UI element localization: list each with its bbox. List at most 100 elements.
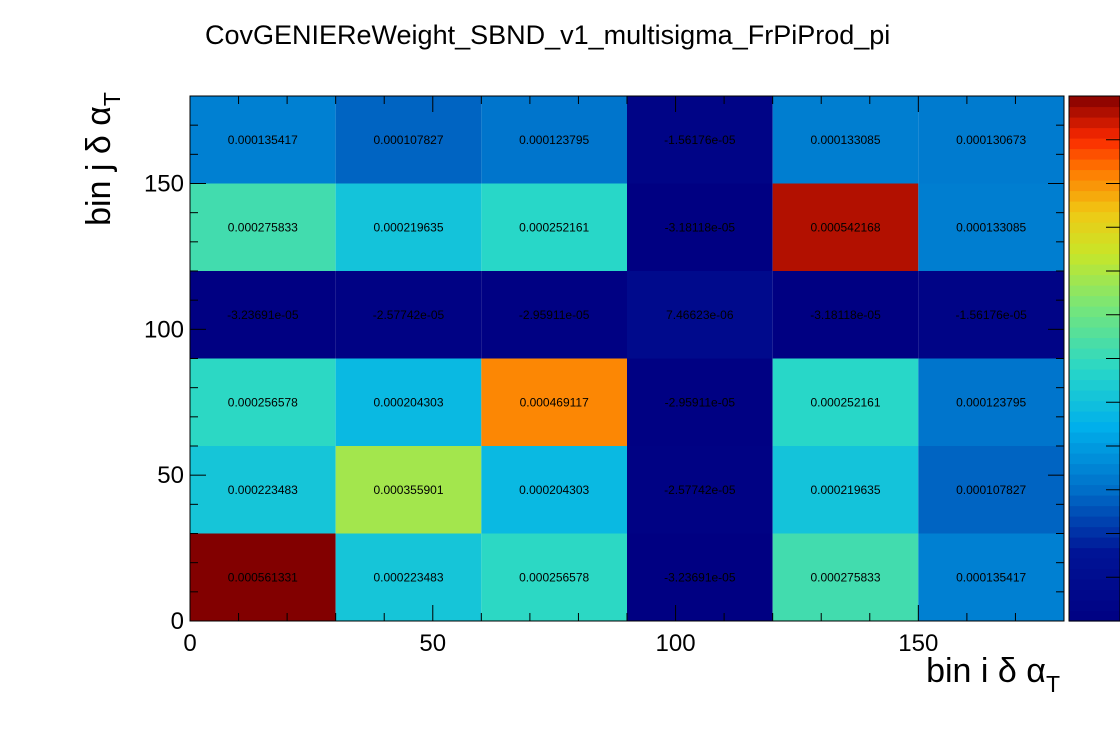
- heatmap-cell: [481, 533, 627, 621]
- heatmap-cell: [918, 183, 1064, 271]
- colorbar-step: [1069, 264, 1120, 276]
- colorbar-step: [1069, 390, 1120, 402]
- x-tick-label: 150: [898, 630, 938, 657]
- colorbar-step: [1069, 274, 1120, 286]
- cell-value-label: -3.18118e-05: [810, 308, 881, 322]
- cell-value-label: 0.000135417: [228, 133, 298, 147]
- colorbar-step: [1069, 600, 1120, 612]
- color-scale-bar: [1068, 95, 1120, 622]
- heatmap-cell: [335, 183, 482, 271]
- cell-value-label: 0.000561331: [228, 570, 298, 584]
- colorbar-step: [1069, 411, 1120, 423]
- cell-value-label: -2.95911e-05: [519, 308, 590, 322]
- heatmap-cell: [190, 358, 336, 446]
- cell-value-label: -2.95911e-05: [665, 395, 736, 409]
- colorbar-step: [1069, 474, 1120, 486]
- cell-value-label: 0.000204303: [373, 395, 443, 409]
- x-axis-title: bin i δ αT: [926, 652, 1060, 697]
- cell-value-label: 0.000107827: [956, 483, 1026, 497]
- y-tick-label: 50: [157, 462, 184, 489]
- colorbar-step: [1069, 117, 1120, 129]
- heatmap-cell: [627, 271, 773, 359]
- heatmap-cell: [772, 271, 919, 359]
- cell-value-label: 0.000223483: [228, 483, 298, 497]
- cell-value-label: -3.23691e-05: [664, 570, 736, 584]
- colorbar-step: [1069, 295, 1120, 307]
- colorbar-step: [1069, 222, 1120, 234]
- heatmap-cell: [335, 533, 482, 621]
- cell-value-label: 7.46623e-06: [666, 308, 734, 322]
- colorbar-step: [1069, 337, 1120, 349]
- colorbar-step: [1069, 442, 1120, 454]
- colorbar-frame: [1068, 95, 1120, 622]
- y-tick-label: 150: [144, 171, 184, 198]
- colorbar-step: [1069, 547, 1120, 559]
- colorbar-step: [1069, 180, 1120, 192]
- heatmap-cell: [481, 271, 627, 359]
- colorbar-step: [1069, 369, 1120, 381]
- heatmap-cell: [627, 446, 773, 534]
- colorbar-step: [1069, 159, 1120, 171]
- colorbar-step: [1069, 148, 1120, 160]
- cell-value-label: 0.000135417: [956, 570, 1026, 584]
- heatmap-cell: [335, 271, 482, 359]
- heatmap-cell: [335, 96, 482, 184]
- cell-value-label: 0.000219635: [373, 220, 443, 234]
- chart-title-text: CovGENIEReWeight_SBND_v1_multisigma_FrPi…: [205, 20, 891, 50]
- heatmap-cells: [190, 96, 1064, 621]
- y-tick-label: 100: [144, 316, 184, 343]
- colorbar-step: [1069, 421, 1120, 433]
- heatmap-cell: [772, 96, 919, 184]
- cell-value-label: 0.000123795: [519, 133, 589, 147]
- heatmap-cell: [918, 533, 1064, 621]
- cell-value-label: 0.000256578: [519, 570, 589, 584]
- heatmap-cell: [772, 358, 919, 446]
- colorbar-step: [1069, 138, 1120, 150]
- colorbar-step: [1069, 568, 1120, 580]
- y-axis-title-sub: T: [99, 92, 125, 106]
- cell-value-label: 0.000133085: [810, 133, 880, 147]
- cell-value-label: 0.000252161: [810, 395, 880, 409]
- x-axis-ticks: 0 50 100 150: [183, 96, 1065, 657]
- colorbar-step: [1069, 526, 1120, 538]
- colorbar-step: [1069, 243, 1120, 255]
- cell-value-label: -2.57742e-05: [664, 483, 736, 497]
- colorbar-step: [1069, 106, 1120, 118]
- colorbar-step: [1069, 211, 1120, 223]
- cell-value-label: 0.000275833: [228, 220, 298, 234]
- heatmap-cell: [190, 446, 336, 534]
- heatmap-cell: [190, 183, 336, 271]
- cell-value-label: 0.000223483: [373, 570, 443, 584]
- colorbar-step: [1069, 463, 1120, 475]
- cell-value-label: 0.000219635: [810, 483, 880, 497]
- colorbar-step: [1069, 516, 1120, 528]
- heatmap-cell: [190, 271, 336, 359]
- heatmap-cell: [918, 358, 1064, 446]
- x-axis-title-sub: T: [1046, 671, 1060, 697]
- colorbar-step: [1069, 558, 1120, 570]
- colorbar-step: [1069, 316, 1120, 328]
- colorbar-step: [1069, 285, 1120, 297]
- heatmap-cell: [190, 533, 336, 621]
- heatmap-cell: [627, 183, 773, 271]
- heatmap-cell: [335, 358, 482, 446]
- cell-value-labels: 0.000561331 0.000223483 0.000256578 -3.2369…: [227, 133, 1027, 585]
- colorbar-step: [1069, 453, 1120, 465]
- heatmap-cell: [481, 96, 627, 184]
- colorbar-step: [1069, 169, 1120, 181]
- colorbar-step: [1069, 400, 1120, 412]
- x-axis-title-main: bin i δ α: [926, 652, 1046, 690]
- cell-value-label: 0.000355901: [373, 483, 443, 497]
- colorbar-step: [1069, 610, 1120, 622]
- heatmap-cell: [772, 183, 919, 271]
- heatmap-cell: [190, 96, 336, 184]
- colorbar-step: [1069, 232, 1120, 244]
- heatmap-cell: [335, 446, 482, 534]
- cell-value-label: -3.23691e-05: [227, 308, 299, 322]
- colorbar-step: [1069, 96, 1120, 108]
- colorbar-step: [1069, 348, 1120, 360]
- heatmap-cell: [627, 96, 773, 184]
- cell-value-label: 0.000256578: [228, 395, 298, 409]
- colorbar-step: [1069, 190, 1120, 202]
